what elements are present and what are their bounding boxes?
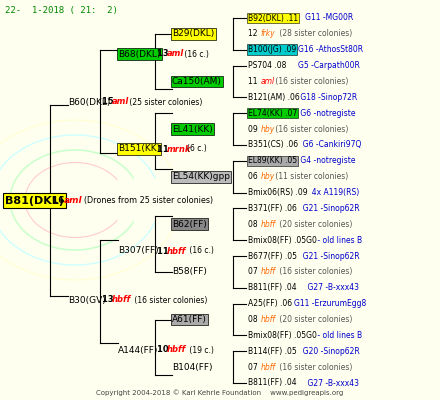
Text: EL41(KK): EL41(KK)	[172, 124, 213, 134]
Text: 12: 12	[248, 29, 260, 38]
Text: B100(JG) .09: B100(JG) .09	[248, 45, 296, 54]
Text: B60(DKL): B60(DKL)	[68, 98, 110, 106]
Text: G5 -Carpath00R: G5 -Carpath00R	[298, 61, 360, 70]
Text: B58(FF): B58(FF)	[172, 268, 207, 276]
Text: Bmix08(FF) .05G0: Bmix08(FF) .05G0	[248, 236, 317, 245]
Text: 09: 09	[248, 124, 260, 134]
Text: (16 sister colonies): (16 sister colonies)	[132, 296, 207, 304]
Text: A25(FF) .06: A25(FF) .06	[248, 299, 292, 308]
Text: (25 sister colonies): (25 sister colonies)	[127, 98, 202, 106]
Text: aml: aml	[260, 77, 275, 86]
Text: 13: 13	[157, 50, 172, 58]
Text: hbff: hbff	[260, 220, 275, 229]
Text: G6 -notregiste: G6 -notregiste	[298, 109, 356, 118]
Text: Bmix06(RS) .09: Bmix06(RS) .09	[248, 188, 308, 197]
Text: Ca150(AM): Ca150(AM)	[172, 77, 222, 86]
Text: B351(CS) .06: B351(CS) .06	[248, 140, 298, 150]
Text: EL54(KK)gpp: EL54(KK)gpp	[172, 172, 230, 181]
Text: hbff: hbff	[260, 268, 275, 276]
Text: A144(FF): A144(FF)	[118, 346, 158, 354]
Text: aml: aml	[64, 196, 83, 205]
Text: G16 -AthosSt80R: G16 -AthosSt80R	[298, 45, 363, 54]
Text: aml: aml	[112, 98, 129, 106]
Text: G21 -Sinop62R: G21 -Sinop62R	[298, 204, 360, 213]
Text: (11 sister colonies): (11 sister colonies)	[273, 172, 348, 181]
Text: 13: 13	[102, 296, 117, 304]
Text: G11 -MG00R: G11 -MG00R	[298, 14, 354, 22]
Text: B29(DKL): B29(DKL)	[172, 29, 214, 38]
Text: B68(DKL): B68(DKL)	[118, 50, 160, 58]
Text: hbff: hbff	[260, 315, 275, 324]
Text: B30(GV): B30(GV)	[68, 296, 106, 304]
Text: (16 sister colonies): (16 sister colonies)	[277, 363, 353, 372]
Text: (16 sister colonies): (16 sister colonies)	[273, 77, 348, 86]
Text: 07: 07	[248, 268, 260, 276]
Text: 07: 07	[248, 363, 260, 372]
Text: B811(FF) .04: B811(FF) .04	[248, 378, 297, 388]
Text: G27 -B-xxx43: G27 -B-xxx43	[298, 378, 359, 388]
Text: hbff: hbff	[167, 246, 186, 256]
Text: hbff: hbff	[167, 346, 186, 354]
Text: hby: hby	[260, 124, 275, 134]
Text: (16 c.): (16 c.)	[182, 50, 209, 58]
Text: 11: 11	[157, 144, 172, 154]
Text: (20 sister colonies): (20 sister colonies)	[277, 220, 353, 229]
Text: B104(FF): B104(FF)	[172, 363, 213, 372]
Text: (6 c.): (6 c.)	[187, 144, 207, 154]
Text: 15: 15	[102, 98, 117, 106]
Text: 08: 08	[248, 220, 260, 229]
Text: 11: 11	[157, 246, 172, 256]
Text: B92(DKL) .11: B92(DKL) .11	[248, 14, 298, 22]
Text: (19 c.): (19 c.)	[187, 346, 214, 354]
Text: - old lines B: - old lines B	[315, 236, 362, 245]
Text: hbff: hbff	[260, 363, 275, 372]
Text: B62(FF): B62(FF)	[172, 220, 207, 229]
Text: G20 -Sinop62R: G20 -Sinop62R	[298, 347, 360, 356]
Text: Bmix08(FF) .05G0: Bmix08(FF) .05G0	[248, 331, 317, 340]
Text: G27 -B-xxx43: G27 -B-xxx43	[298, 283, 359, 292]
Text: B811(FF) .04: B811(FF) .04	[248, 283, 297, 292]
Text: hby: hby	[260, 172, 275, 181]
Text: G4 -notregiste: G4 -notregiste	[298, 156, 356, 165]
Text: B371(FF) .06: B371(FF) .06	[248, 204, 297, 213]
Text: 06: 06	[248, 172, 260, 181]
Text: hbff: hbff	[112, 296, 131, 304]
Text: aml: aml	[167, 50, 184, 58]
Text: G18 -Sinop72R: G18 -Sinop72R	[298, 93, 358, 102]
Text: frky: frky	[260, 29, 275, 38]
Text: mrnk: mrnk	[167, 144, 191, 154]
Text: B81(DKL): B81(DKL)	[5, 196, 64, 206]
Text: (16 sister colonies): (16 sister colonies)	[273, 124, 348, 134]
Text: B677(FF) .05: B677(FF) .05	[248, 252, 297, 260]
Text: (Drones from 25 sister colonies): (Drones from 25 sister colonies)	[79, 196, 213, 205]
Text: EL74(KK) .07: EL74(KK) .07	[248, 109, 297, 118]
Text: - old lines B: - old lines B	[315, 331, 362, 340]
Text: G11 -ErzurumEgg8: G11 -ErzurumEgg8	[294, 299, 367, 308]
Text: B121(AM) .06: B121(AM) .06	[248, 93, 300, 102]
Text: 08: 08	[248, 315, 260, 324]
Text: 11: 11	[248, 77, 260, 86]
Text: (28 sister colonies): (28 sister colonies)	[277, 29, 352, 38]
Text: (16 sister colonies): (16 sister colonies)	[277, 268, 353, 276]
Text: G6 -Cankiri97Q: G6 -Cankiri97Q	[298, 140, 362, 150]
Text: (16 c.): (16 c.)	[187, 246, 214, 256]
Text: G21 -Sinop62R: G21 -Sinop62R	[298, 252, 360, 260]
Text: B307(FF): B307(FF)	[118, 246, 159, 256]
Text: PS704 .08: PS704 .08	[248, 61, 293, 70]
Text: 4x A119(RS): 4x A119(RS)	[307, 188, 359, 197]
Text: A61(FF): A61(FF)	[172, 315, 207, 324]
Text: Copyright 2004-2018 © Karl Kehrle Foundation    www.pedigreapis.org: Copyright 2004-2018 © Karl Kehrle Founda…	[96, 389, 344, 396]
Text: 22-  1-2018 ( 21:  2): 22- 1-2018 ( 21: 2)	[5, 6, 118, 15]
Text: (20 sister colonies): (20 sister colonies)	[277, 315, 353, 324]
Text: B114(FF) .05: B114(FF) .05	[248, 347, 297, 356]
Text: 16: 16	[52, 196, 68, 205]
Text: 10: 10	[157, 346, 172, 354]
Text: B151(KK): B151(KK)	[118, 144, 160, 154]
Text: EL89(KK) .05: EL89(KK) .05	[248, 156, 297, 165]
